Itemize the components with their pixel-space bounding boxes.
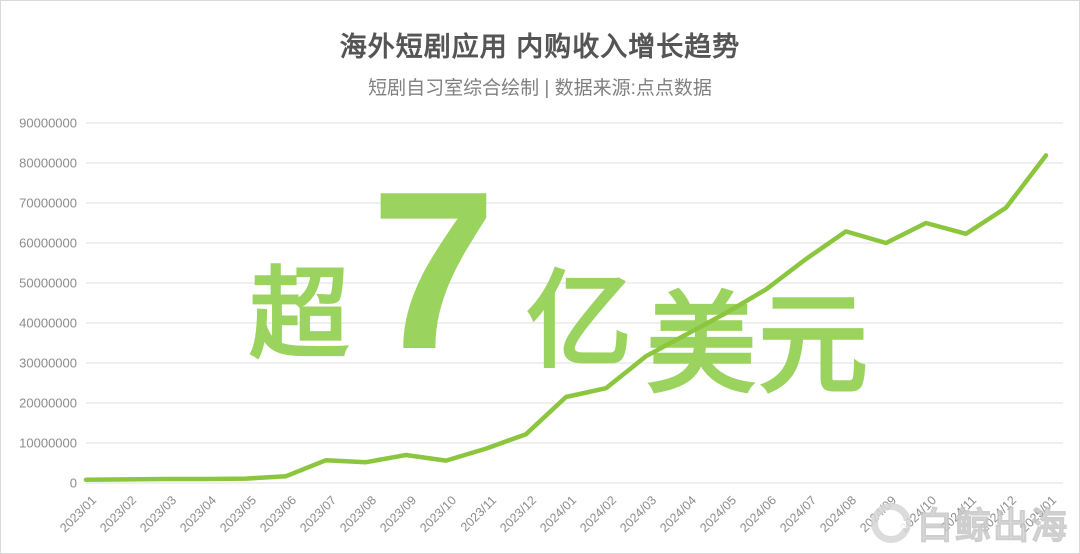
y-axis-label: 90000000 xyxy=(19,116,77,131)
y-axis-label: 0 xyxy=(70,476,77,491)
page-subtitle: 短剧自习室综合绘制 | 数据来源:点点数据 xyxy=(368,78,712,99)
y-axis-label: 50000000 xyxy=(19,276,77,291)
y-axis-label: 30000000 xyxy=(19,356,77,371)
y-axis-label: 70000000 xyxy=(19,196,77,211)
y-axis-label: 20000000 xyxy=(19,396,77,411)
y-axis-label: 80000000 xyxy=(19,156,77,171)
y-axis-label: 60000000 xyxy=(19,236,77,251)
revenue-line xyxy=(83,153,1049,483)
page-title: 海外短剧应用 内购收入增长趋势 xyxy=(339,32,741,62)
y-axis-label: 40000000 xyxy=(19,316,77,331)
y-axis-label: 10000000 xyxy=(19,436,77,451)
